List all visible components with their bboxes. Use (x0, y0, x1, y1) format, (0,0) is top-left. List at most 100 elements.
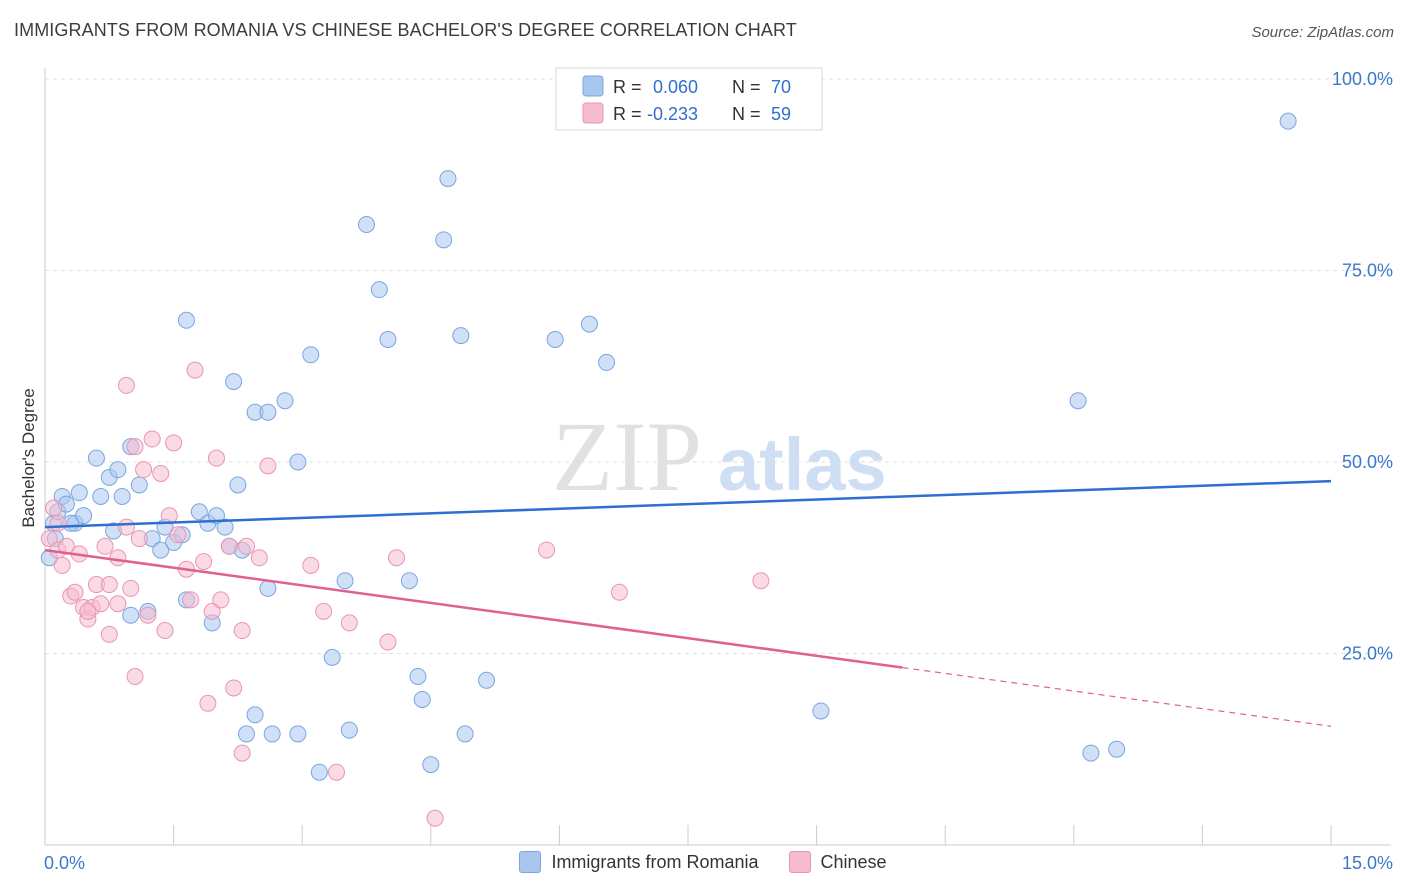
y-tick-label: 75.0% (1342, 261, 1393, 281)
romania-point (92, 487, 110, 505)
r-label-chinese: R = (613, 104, 642, 124)
chinese-trend-line-extension (902, 666, 1332, 727)
romania-point (413, 690, 431, 708)
romania-point (598, 353, 616, 371)
n-label-chinese: N = (732, 104, 761, 124)
romania-point (302, 346, 320, 364)
x-tick-label: 0.0% (44, 853, 85, 873)
romania-point (358, 216, 375, 234)
chinese-point (199, 694, 217, 712)
romania-point (259, 403, 277, 421)
romania-point (289, 453, 307, 471)
y-tick-label: 100.0% (1332, 69, 1393, 89)
romania-point (152, 541, 170, 559)
romania-point (546, 330, 564, 348)
chinese-point (109, 549, 127, 567)
chinese-point (126, 438, 144, 456)
romania-point (370, 281, 388, 299)
y-axis-label: Bachelor's Degree (19, 388, 38, 527)
watermark: ZIP atlas (552, 401, 887, 512)
chinese-point (302, 556, 320, 574)
y-tick-label: 50.0% (1342, 452, 1393, 472)
romania-point (237, 725, 255, 743)
chinese-point (186, 361, 204, 379)
chinese-point (610, 583, 628, 601)
chinese-point (165, 434, 183, 452)
romania-point (409, 667, 427, 685)
romania-point (109, 461, 127, 479)
chinese-point (207, 449, 225, 467)
chinese-point (92, 595, 110, 613)
chinese-point (379, 633, 397, 651)
chinese-point (195, 553, 213, 571)
romania-point (225, 373, 243, 391)
chinese-point (156, 622, 174, 640)
romania-point (323, 648, 341, 666)
legend-swatch-romania-bottom (519, 851, 542, 873)
romania-point (456, 725, 474, 743)
chinese-point (117, 376, 135, 394)
romania-point (122, 606, 140, 624)
romania-point (259, 579, 277, 597)
legend-swatch-romania (582, 75, 604, 97)
romania-point (70, 484, 88, 502)
romania-point (580, 315, 598, 333)
chinese-trend-line (44, 548, 903, 669)
series-legend: Immigrants from Romania Chinese (0, 851, 1406, 873)
chinese-point (237, 537, 255, 555)
chinese-point (143, 430, 161, 448)
chinese-point (169, 526, 187, 544)
r-value-romania: 0.060 (653, 77, 698, 97)
romania-trend-line (44, 479, 1332, 529)
r-label-romania: R = (613, 77, 642, 97)
romania-point (812, 702, 830, 720)
chinese-point (100, 576, 118, 594)
romania-point (336, 572, 354, 590)
chinese-point (259, 457, 277, 475)
n-value-chinese: 59 (771, 104, 791, 124)
chinese-point (96, 537, 114, 555)
watermark-atlas: atlas (718, 423, 887, 506)
chinese-point (117, 518, 135, 536)
romania-point (310, 763, 328, 781)
romania-point (1082, 744, 1100, 762)
chinese-point (122, 579, 140, 597)
chinese-point (233, 744, 251, 762)
chinese-point (752, 572, 770, 590)
chinese-point (220, 537, 238, 555)
romania-point (439, 170, 457, 188)
chinese-point (139, 606, 157, 624)
romania-point (276, 392, 294, 410)
y-tick-label: 25.0% (1342, 644, 1393, 664)
chinese-point (340, 614, 358, 632)
romania-point (289, 725, 307, 743)
romania-point (263, 725, 281, 743)
chinese-point (182, 591, 200, 609)
romania-point (1069, 392, 1087, 410)
chinese-point (49, 514, 67, 532)
chart-source: Source: ZipAtlas.com (1251, 24, 1394, 41)
chart-title: IMMIGRANTS FROM ROMANIA VS CHINESE BACHE… (14, 20, 797, 40)
chinese-point (152, 464, 170, 482)
n-value-romania: 70 (771, 77, 791, 97)
chinese-point (327, 763, 345, 781)
romania-point (400, 572, 418, 590)
chinese-point (250, 549, 268, 567)
chinese-point (538, 541, 556, 559)
romania-point (113, 487, 131, 505)
romania-point (422, 756, 440, 774)
legend-label-romania: Immigrants from Romania (551, 851, 759, 872)
romania-point (229, 476, 247, 494)
romania-point (478, 671, 496, 689)
romania-point (452, 327, 470, 345)
chinese-point (40, 530, 58, 548)
chinese-point (426, 809, 444, 827)
n-label-romania: N = (732, 77, 761, 97)
romania-point (246, 706, 264, 724)
r-value-chinese: -0.233 (647, 104, 698, 124)
axes (44, 68, 1391, 846)
chinese-point (45, 499, 63, 517)
chinese-point (79, 602, 97, 620)
romania-point (130, 476, 148, 494)
